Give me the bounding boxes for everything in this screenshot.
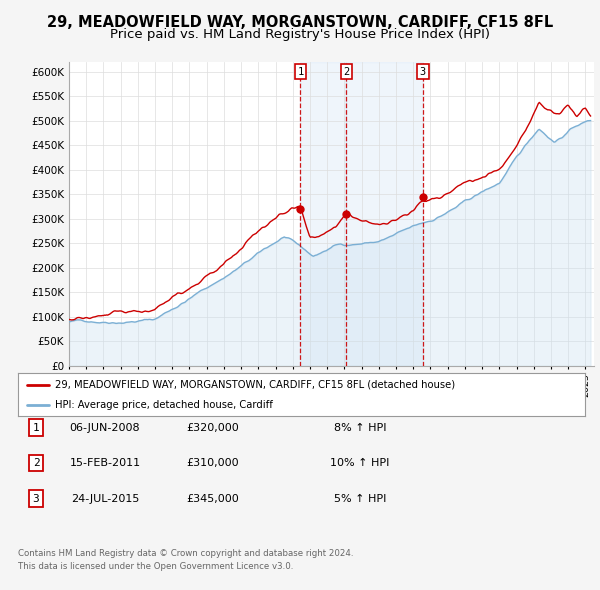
Text: 29, MEADOWFIELD WAY, MORGANSTOWN, CARDIFF, CF15 8FL: 29, MEADOWFIELD WAY, MORGANSTOWN, CARDIF… — [47, 15, 553, 30]
Text: 15-FEB-2011: 15-FEB-2011 — [70, 458, 140, 468]
Bar — [301, 62, 346, 366]
Text: 1: 1 — [297, 67, 304, 77]
Text: Contains HM Land Registry data © Crown copyright and database right 2024.: Contains HM Land Registry data © Crown c… — [18, 549, 353, 558]
Text: £345,000: £345,000 — [187, 494, 239, 503]
Text: HPI: Average price, detached house, Cardiff: HPI: Average price, detached house, Card… — [55, 400, 273, 410]
Text: 29, MEADOWFIELD WAY, MORGANSTOWN, CARDIFF, CF15 8FL (detached house): 29, MEADOWFIELD WAY, MORGANSTOWN, CARDIF… — [55, 379, 455, 389]
Text: 1: 1 — [32, 423, 40, 432]
Text: This data is licensed under the Open Government Licence v3.0.: This data is licensed under the Open Gov… — [18, 562, 293, 571]
Text: 8% ↑ HPI: 8% ↑ HPI — [334, 423, 386, 432]
Text: 06-JUN-2008: 06-JUN-2008 — [70, 423, 140, 432]
Bar — [346, 62, 423, 366]
Text: £320,000: £320,000 — [187, 423, 239, 432]
Text: 2: 2 — [343, 67, 350, 77]
Text: 3: 3 — [420, 67, 426, 77]
Text: 3: 3 — [32, 494, 40, 503]
Text: 2: 2 — [32, 458, 40, 468]
Text: 5% ↑ HPI: 5% ↑ HPI — [334, 494, 386, 503]
Text: 10% ↑ HPI: 10% ↑ HPI — [331, 458, 389, 468]
Text: Price paid vs. HM Land Registry's House Price Index (HPI): Price paid vs. HM Land Registry's House … — [110, 28, 490, 41]
Text: 24-JUL-2015: 24-JUL-2015 — [71, 494, 139, 503]
Text: £310,000: £310,000 — [187, 458, 239, 468]
